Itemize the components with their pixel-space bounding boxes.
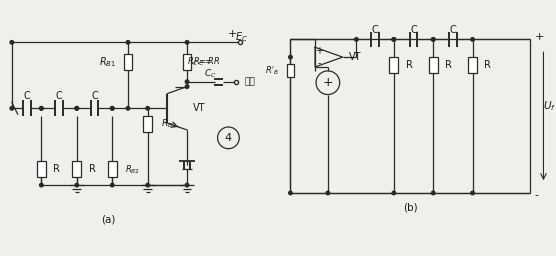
Circle shape (111, 183, 114, 187)
Bar (286, 65, 294, 77)
Bar (389, 57, 398, 73)
Circle shape (326, 191, 330, 195)
Circle shape (146, 106, 150, 110)
Text: C: C (56, 91, 62, 101)
Circle shape (126, 106, 130, 110)
Text: $R_C=R$: $R_C=R$ (193, 56, 220, 68)
Text: R: R (445, 60, 452, 70)
Text: +: + (227, 29, 237, 39)
Text: (a): (a) (101, 215, 116, 225)
Circle shape (10, 40, 13, 44)
Text: VT: VT (349, 52, 361, 62)
Text: R: R (53, 164, 60, 174)
Bar (72, 162, 81, 177)
Circle shape (111, 106, 114, 110)
Text: $R_{B2}$: $R_{B2}$ (161, 118, 177, 130)
Circle shape (431, 191, 435, 195)
Text: C: C (372, 25, 379, 35)
Text: (b): (b) (403, 203, 418, 213)
Text: +: + (322, 76, 333, 89)
Circle shape (111, 106, 114, 110)
Bar (429, 57, 438, 73)
Circle shape (185, 80, 189, 83)
Circle shape (431, 38, 435, 41)
Circle shape (185, 85, 189, 88)
Bar (143, 116, 152, 132)
Text: $C_C$: $C_C$ (205, 68, 217, 80)
Text: C: C (410, 25, 417, 35)
Circle shape (75, 106, 78, 110)
Bar (108, 162, 117, 177)
Text: C: C (91, 91, 98, 101)
Circle shape (392, 38, 395, 41)
Circle shape (289, 191, 292, 195)
Text: $R_{B1}$: $R_{B1}$ (99, 55, 116, 69)
Text: -: - (535, 190, 539, 200)
Text: $R_{B2}$: $R_{B2}$ (125, 163, 140, 176)
Circle shape (126, 40, 130, 44)
Circle shape (10, 106, 13, 110)
Circle shape (146, 183, 150, 187)
Circle shape (392, 191, 395, 195)
Text: VT: VT (193, 103, 206, 113)
Bar (468, 57, 477, 73)
Bar (37, 162, 46, 177)
Circle shape (392, 38, 395, 41)
Text: 4: 4 (225, 133, 232, 143)
Circle shape (39, 106, 43, 110)
Circle shape (355, 38, 358, 41)
Text: $U_f$: $U_f$ (543, 99, 556, 113)
Text: C: C (449, 25, 456, 35)
Bar (182, 54, 191, 70)
Text: R: R (88, 164, 96, 174)
Circle shape (471, 38, 474, 41)
Text: $R'_B$: $R'_B$ (265, 65, 279, 77)
Circle shape (39, 183, 43, 187)
Text: $E_C$: $E_C$ (235, 30, 247, 44)
Text: R: R (406, 60, 413, 70)
Text: 输出: 输出 (244, 77, 255, 86)
Text: $R_C=R$: $R_C=R$ (187, 56, 215, 68)
Circle shape (75, 106, 78, 110)
Circle shape (289, 55, 292, 59)
Text: -: - (317, 58, 321, 68)
Bar (123, 54, 132, 70)
Text: R: R (484, 60, 492, 70)
Circle shape (185, 183, 189, 187)
Circle shape (185, 40, 189, 44)
Text: +: + (315, 46, 323, 56)
Text: +: + (535, 33, 544, 42)
Circle shape (431, 38, 435, 41)
Circle shape (39, 106, 43, 110)
Circle shape (75, 183, 78, 187)
Circle shape (471, 191, 474, 195)
Text: C: C (23, 91, 30, 101)
